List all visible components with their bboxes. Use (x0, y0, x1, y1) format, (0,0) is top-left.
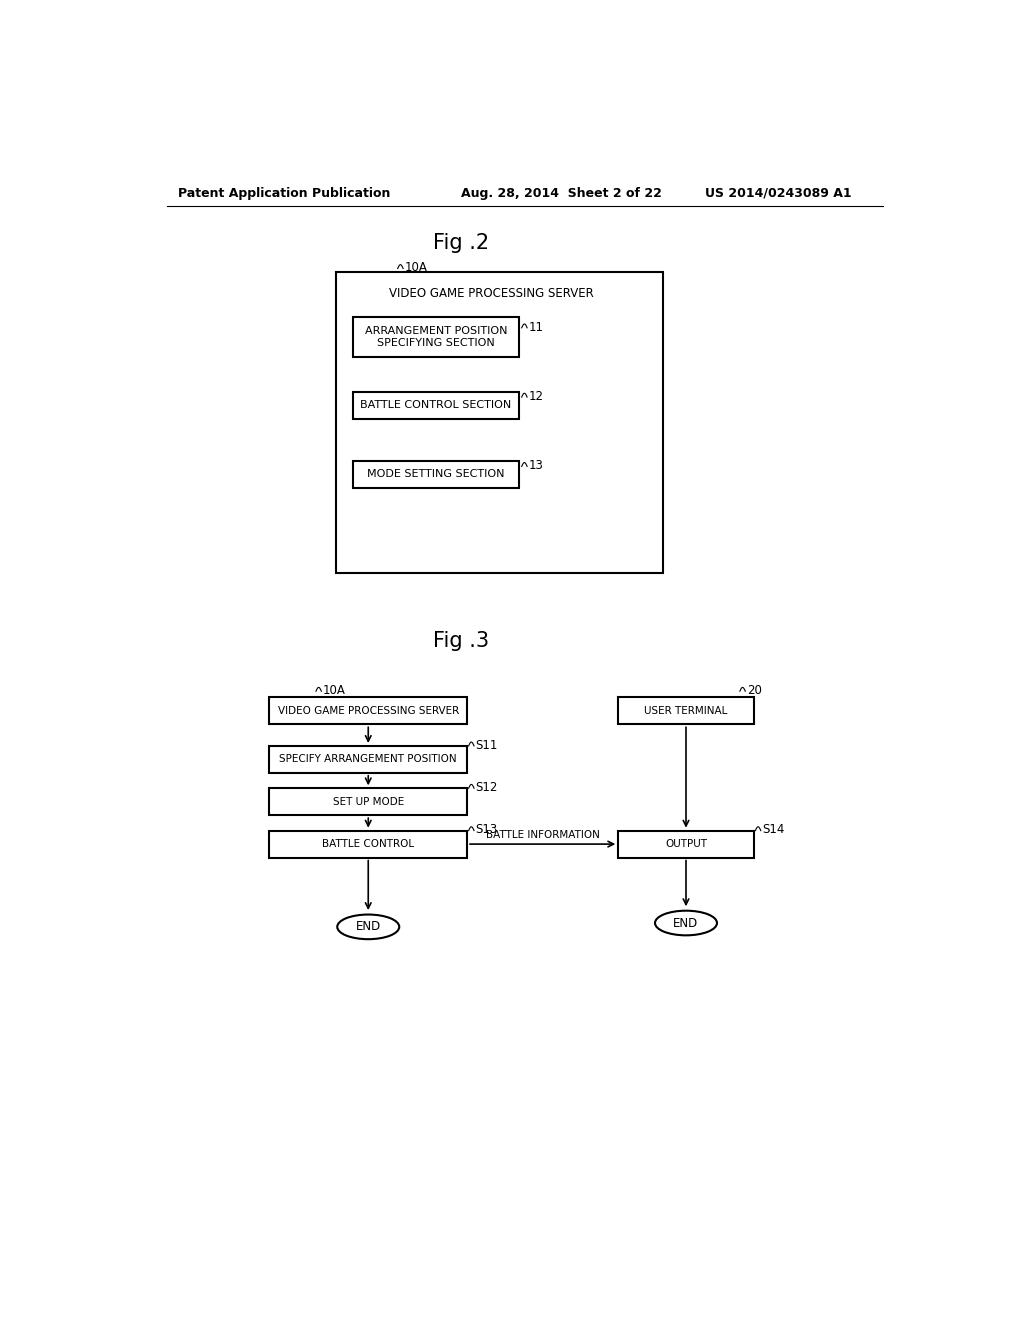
Text: Fig .3: Fig .3 (433, 631, 489, 651)
Text: SPECIFY ARRANGEMENT POSITION: SPECIFY ARRANGEMENT POSITION (280, 755, 457, 764)
Bar (352, 392, 519, 418)
Bar (269, 830, 467, 858)
Text: VIDEO GAME PROCESSING SERVER: VIDEO GAME PROCESSING SERVER (278, 706, 459, 715)
Text: S14: S14 (762, 824, 784, 837)
Text: ARRANGEMENT POSITION
SPECIFYING SECTION: ARRANGEMENT POSITION SPECIFYING SECTION (365, 326, 507, 348)
Bar (618, 830, 754, 858)
Text: USER TERMINAL: USER TERMINAL (644, 706, 728, 715)
Text: S12: S12 (475, 781, 498, 795)
Bar (336, 272, 663, 573)
Text: 12: 12 (528, 389, 544, 403)
Text: 11: 11 (528, 321, 544, 334)
Text: Patent Application Publication: Patent Application Publication (178, 186, 391, 199)
Text: S13: S13 (475, 824, 498, 837)
Bar (352, 461, 519, 488)
Text: US 2014/0243089 A1: US 2014/0243089 A1 (706, 186, 852, 199)
Bar (618, 697, 754, 725)
Text: BATTLE CONTROL: BATTLE CONTROL (323, 840, 415, 849)
Text: END: END (674, 916, 698, 929)
Text: SET UP MODE: SET UP MODE (333, 797, 403, 807)
Ellipse shape (655, 911, 717, 936)
Text: S11: S11 (475, 739, 498, 751)
Bar (269, 788, 467, 816)
Text: 10A: 10A (404, 261, 428, 275)
Bar (269, 746, 467, 774)
Text: 10A: 10A (323, 684, 346, 697)
Text: END: END (355, 920, 381, 933)
Text: MODE SETTING SECTION: MODE SETTING SECTION (368, 470, 505, 479)
Text: VIDEO GAME PROCESSING SERVER: VIDEO GAME PROCESSING SERVER (389, 288, 594, 301)
Text: BATTLE CONTROL SECTION: BATTLE CONTROL SECTION (360, 400, 512, 411)
Text: Fig .2: Fig .2 (433, 234, 489, 253)
Text: OUTPUT: OUTPUT (665, 840, 707, 849)
Text: BATTLE INFORMATION: BATTLE INFORMATION (485, 830, 600, 840)
Bar (352, 317, 519, 358)
Text: 20: 20 (746, 684, 762, 697)
Text: Aug. 28, 2014  Sheet 2 of 22: Aug. 28, 2014 Sheet 2 of 22 (461, 186, 663, 199)
Text: 13: 13 (528, 459, 544, 473)
Bar (269, 697, 467, 725)
Ellipse shape (337, 915, 399, 940)
